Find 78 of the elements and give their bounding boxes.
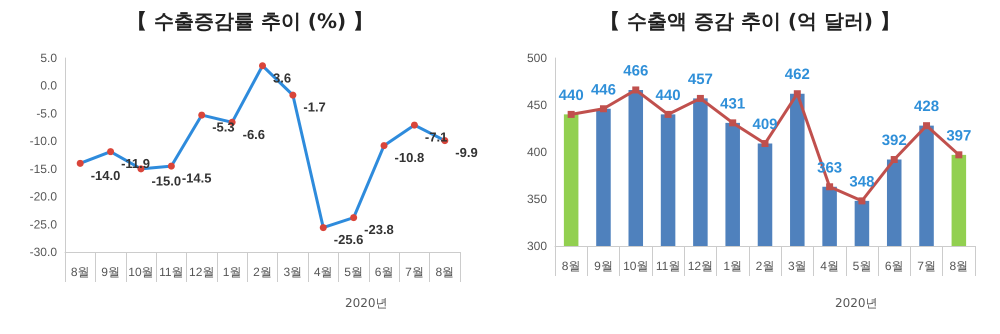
x-tick-label: 10월 xyxy=(128,265,154,279)
point xyxy=(729,119,736,126)
x-tick-label: 10월 xyxy=(623,259,648,273)
chart-title: 【 수출액 증감 추이 (억 달러) 】 xyxy=(600,9,900,33)
y-tick-label: 350 xyxy=(526,192,548,206)
text: 2020년 xyxy=(345,296,388,310)
data-label: -25.6 xyxy=(334,232,364,248)
text: 2020년 xyxy=(835,296,878,310)
data-label: 466 xyxy=(623,62,648,80)
data-label: -9.9 xyxy=(455,145,478,160)
x-tick-label: 5월 xyxy=(852,259,872,273)
x-tick-label: 7월 xyxy=(405,265,424,279)
x-tick-label: 3월 xyxy=(284,265,302,279)
y-tick-label: 450 xyxy=(526,98,548,112)
y-tick-label: -15.0 xyxy=(30,162,58,176)
y-tick-label: 400 xyxy=(526,145,548,159)
x-tick-label: 9월 xyxy=(594,259,613,273)
x-tick-label: 1월 xyxy=(222,265,242,279)
y-tick-label: -25.0 xyxy=(30,217,58,232)
x-tick-label: 11월 xyxy=(159,265,184,279)
x-tick-label: 6월 xyxy=(884,259,904,273)
data-label: -14.5 xyxy=(182,170,212,186)
y-tick-label: 500 xyxy=(526,51,548,65)
x-tick-label: 2월 xyxy=(756,259,774,273)
y-tick-label: -5.0 xyxy=(36,106,58,120)
point xyxy=(858,197,866,204)
y-tick-label: 5.0 xyxy=(40,51,58,65)
x-tick-label: 4월 xyxy=(820,259,839,273)
x-tick-label: 5월 xyxy=(344,265,363,279)
data-label: 440 xyxy=(558,86,584,104)
data-label: 446 xyxy=(590,81,616,98)
data-label: 392 xyxy=(882,132,907,150)
x-tick-label: 3월 xyxy=(788,259,807,273)
x-tick-label: 11월 xyxy=(656,259,680,273)
data-label: -10.8 xyxy=(394,150,424,166)
point xyxy=(923,122,930,130)
data-label: 457 xyxy=(688,70,713,88)
x-tick-label: 2월 xyxy=(253,265,272,279)
x-tick-label: 9월 xyxy=(101,265,120,279)
chart-title: 【 수출증감률 추이 (%) 】 xyxy=(126,9,374,33)
data-label: -14.0 xyxy=(90,168,120,183)
y-tick-label: -20.0 xyxy=(30,190,58,204)
data-label: -1.7 xyxy=(303,100,326,115)
x-tick-label: 1월 xyxy=(723,259,742,273)
data-label: 428 xyxy=(914,98,940,116)
y-tick-label: 0.0 xyxy=(40,78,58,93)
point xyxy=(762,140,768,148)
x-tick-label: 7월 xyxy=(917,259,936,273)
x-tick-label: 12월 xyxy=(688,259,714,273)
data-label: 409 xyxy=(752,116,778,134)
data-label: 431 xyxy=(720,95,746,112)
point xyxy=(794,90,801,98)
x-tick-label: 8월 xyxy=(562,259,580,273)
point xyxy=(955,151,962,158)
x-tick-label: 4월 xyxy=(314,265,333,279)
data-label: 348 xyxy=(849,173,874,190)
data-label: -23.8 xyxy=(364,222,394,238)
point xyxy=(890,156,898,164)
point xyxy=(568,110,575,118)
x-tick-label: 8월 xyxy=(435,265,454,279)
point xyxy=(696,94,704,102)
data-label: 440 xyxy=(656,86,681,104)
data-label: 462 xyxy=(784,66,810,84)
y-tick-label: 300 xyxy=(526,239,548,253)
x-tick-label: 6월 xyxy=(374,265,394,279)
x-tick-label: 12월 xyxy=(189,265,214,279)
y-tick-label: -10.0 xyxy=(30,134,58,148)
y-tick-label: -30.0 xyxy=(30,245,58,259)
data-label: -15.0 xyxy=(151,173,182,188)
data-label: -6.6 xyxy=(242,126,266,142)
point xyxy=(826,183,834,190)
data-label: 397 xyxy=(946,127,972,144)
point xyxy=(632,86,640,94)
point xyxy=(600,105,607,112)
data-label: -5.3 xyxy=(212,120,235,135)
x-tick-label: 8월 xyxy=(70,265,90,279)
x-tick-label: 8월 xyxy=(950,259,968,273)
point xyxy=(664,110,672,118)
